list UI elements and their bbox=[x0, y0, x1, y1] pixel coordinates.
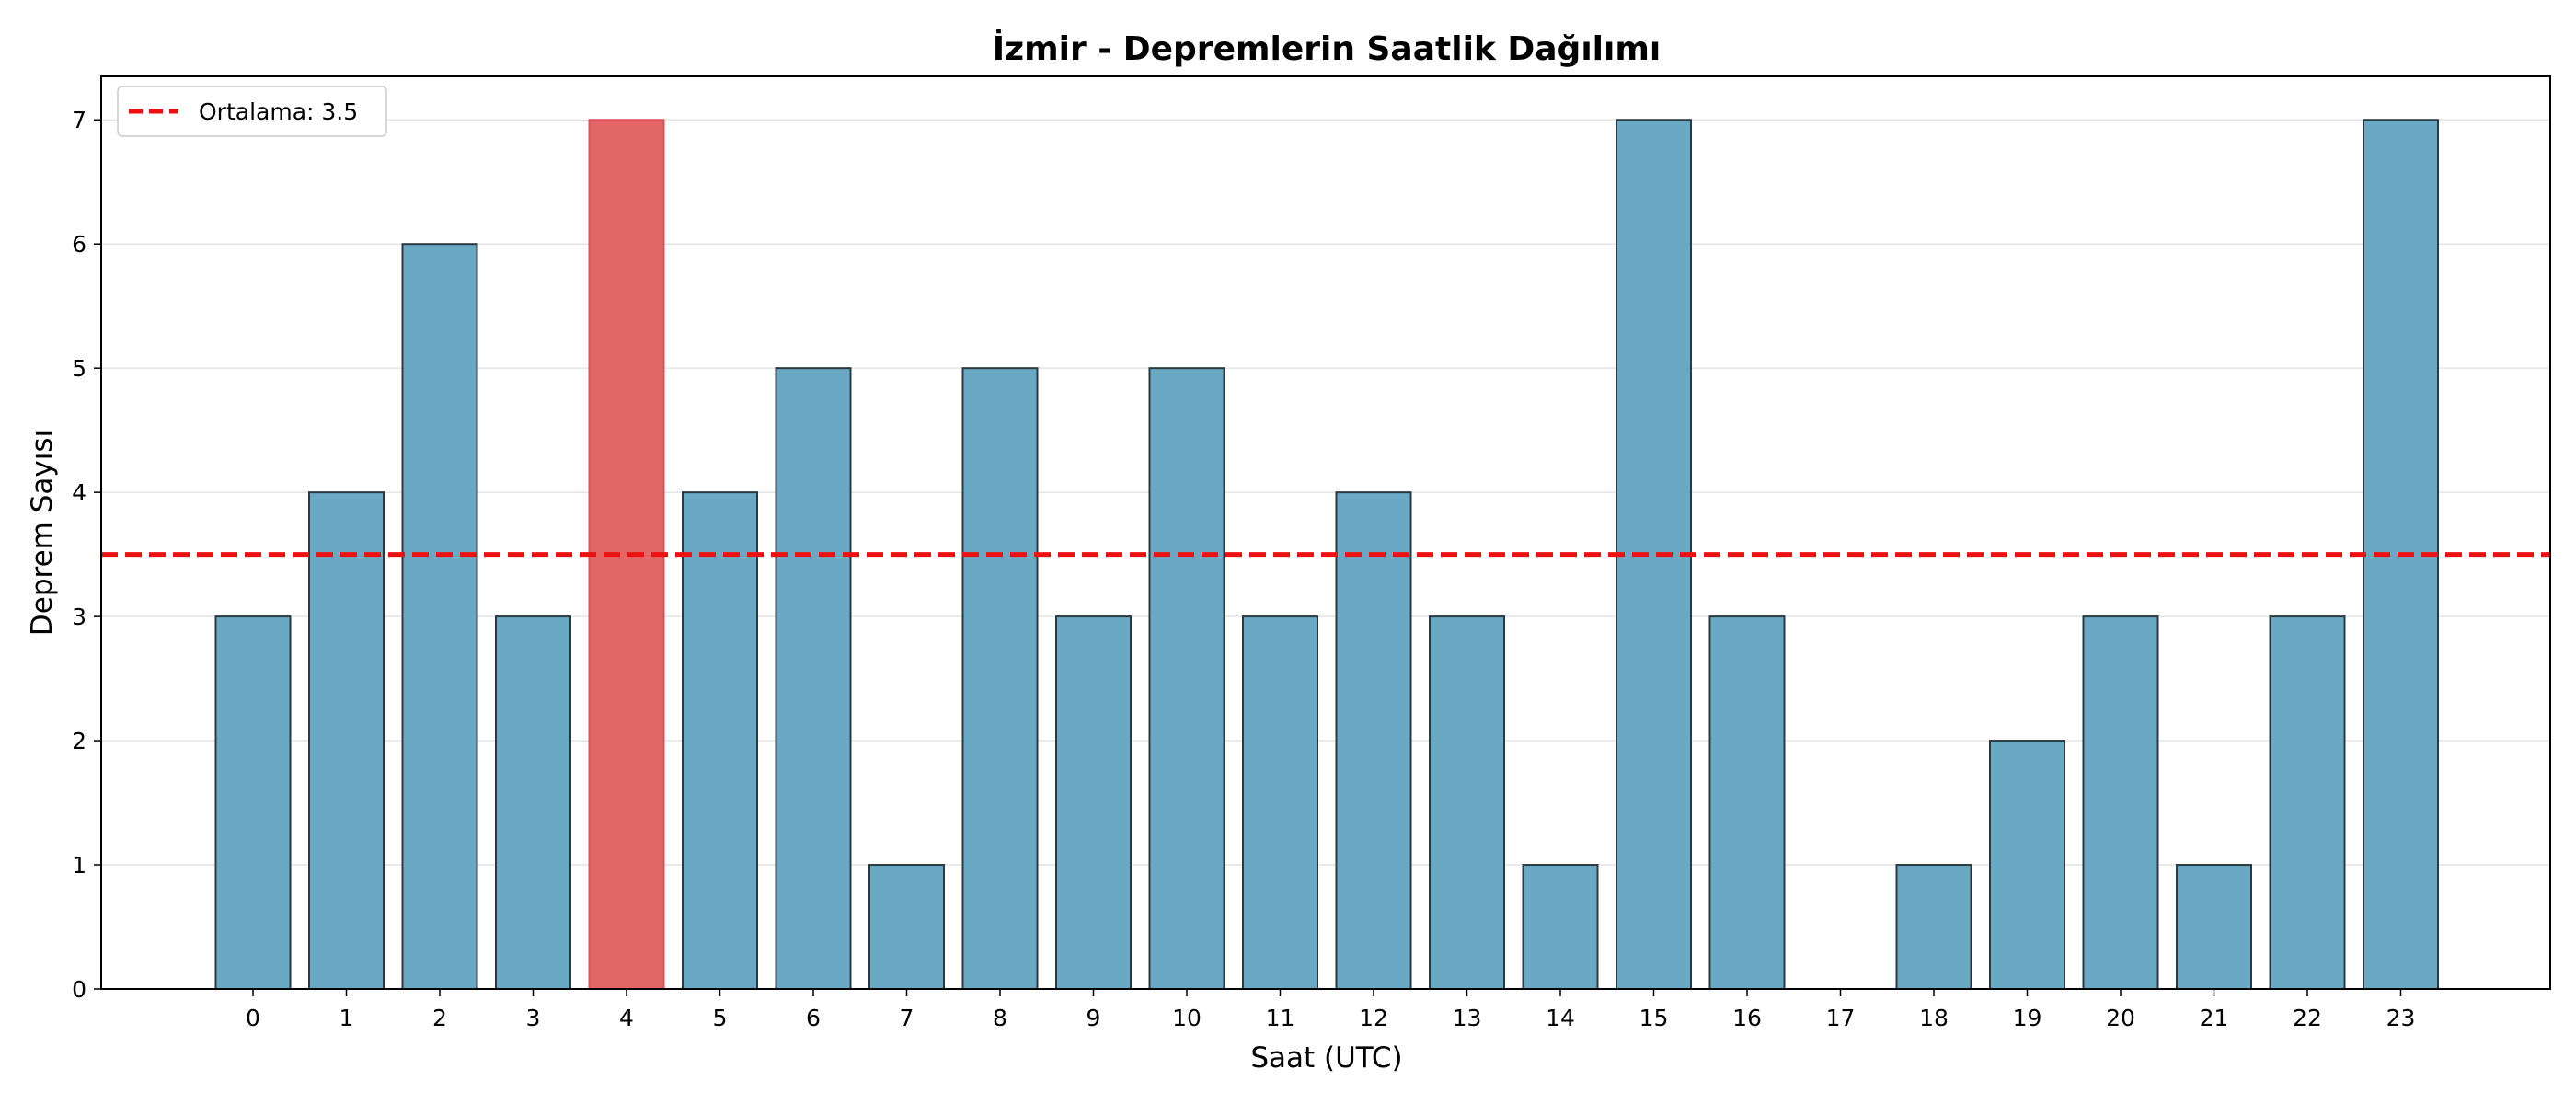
x-tick-label: 3 bbox=[526, 1005, 541, 1031]
bar-hour-1 bbox=[308, 491, 385, 990]
y-tick-label: 7 bbox=[72, 107, 86, 133]
x-tick-label: 14 bbox=[1546, 1005, 1575, 1031]
bar-hour-10 bbox=[1148, 367, 1225, 991]
x-tick-label: 10 bbox=[1172, 1005, 1202, 1031]
chart-title: İzmir - Depremlerin Saatlik Dağılımı bbox=[993, 29, 1661, 68]
y-tick-label: 4 bbox=[72, 479, 86, 506]
bar-hour-14 bbox=[1522, 864, 1599, 990]
y-tick-label: 6 bbox=[72, 231, 86, 258]
x-tick-label: 0 bbox=[246, 1005, 260, 1031]
x-tick-label: 19 bbox=[2013, 1005, 2042, 1031]
bar-hour-21 bbox=[2176, 864, 2252, 990]
legend-mean-label: Ortalama: 3.5 bbox=[199, 98, 358, 125]
x-tick-label: 13 bbox=[1453, 1005, 1482, 1031]
legend: Ortalama: 3.5 bbox=[117, 86, 387, 137]
x-tick-label: 12 bbox=[1359, 1005, 1388, 1031]
x-tick-label: 11 bbox=[1266, 1005, 1295, 1031]
x-tick-label: 21 bbox=[2200, 1005, 2229, 1031]
bar-hour-12 bbox=[1335, 491, 1412, 990]
plot-frame bbox=[100, 75, 2551, 990]
x-tick-label: 7 bbox=[900, 1005, 914, 1031]
bar-hour-22 bbox=[2269, 615, 2346, 990]
y-tick-label: 3 bbox=[72, 604, 86, 630]
bar-hour-0 bbox=[214, 615, 292, 990]
bar-hour-19 bbox=[1989, 740, 2065, 991]
x-tick-label: 17 bbox=[1826, 1005, 1856, 1031]
x-tick-label: 23 bbox=[2386, 1005, 2416, 1031]
x-tick-label: 5 bbox=[713, 1005, 728, 1031]
x-tick-label: 15 bbox=[1639, 1005, 1669, 1031]
x-axis-label: Saat (UTC) bbox=[1250, 1041, 1402, 1075]
x-tick-label: 8 bbox=[993, 1005, 1007, 1031]
bar-hour-18 bbox=[1895, 864, 1972, 990]
bar-hour-6 bbox=[775, 367, 852, 991]
y-tick-label: 2 bbox=[72, 728, 86, 754]
bar-hour-8 bbox=[961, 367, 1039, 991]
bar-hour-15 bbox=[1616, 119, 1692, 990]
bar-hour-20 bbox=[2082, 615, 2159, 990]
x-tick-label: 9 bbox=[1087, 1005, 1101, 1031]
bar-hour-11 bbox=[1242, 615, 1318, 990]
bar-hour-16 bbox=[1708, 615, 1786, 990]
x-tick-label: 6 bbox=[806, 1005, 821, 1031]
bar-hour-13 bbox=[1429, 615, 1505, 990]
x-tick-label: 22 bbox=[2293, 1005, 2322, 1031]
bar-hour-3 bbox=[495, 615, 571, 990]
y-tick-label: 0 bbox=[72, 976, 86, 1003]
bar-hour-2 bbox=[401, 243, 478, 990]
bar-hour-7 bbox=[868, 864, 945, 990]
x-tick-label: 18 bbox=[1919, 1005, 1949, 1031]
x-axis-ticks: 0 1 2 3 4 5 6 7 8 9 10 11 12 13 14 15 16 17 18 19 20 21 22 23 bbox=[246, 989, 2415, 1031]
legend-box bbox=[117, 86, 387, 137]
x-tick-label: 2 bbox=[432, 1005, 447, 1031]
x-tick-label: 4 bbox=[619, 1005, 634, 1031]
bar-hour-9 bbox=[1055, 615, 1132, 990]
y-tick-label: 1 bbox=[72, 852, 86, 879]
y-tick-label: 5 bbox=[72, 355, 86, 382]
bar-hour-5 bbox=[682, 491, 758, 990]
y-axis-label: Deprem Sayısı bbox=[26, 430, 59, 636]
x-tick-label: 20 bbox=[2106, 1005, 2135, 1031]
x-tick-label: 16 bbox=[1732, 1005, 1762, 1031]
x-tick-label: 1 bbox=[339, 1005, 354, 1031]
y-axis-ticks: 0 1 2 3 4 5 6 7 bbox=[72, 107, 101, 1003]
